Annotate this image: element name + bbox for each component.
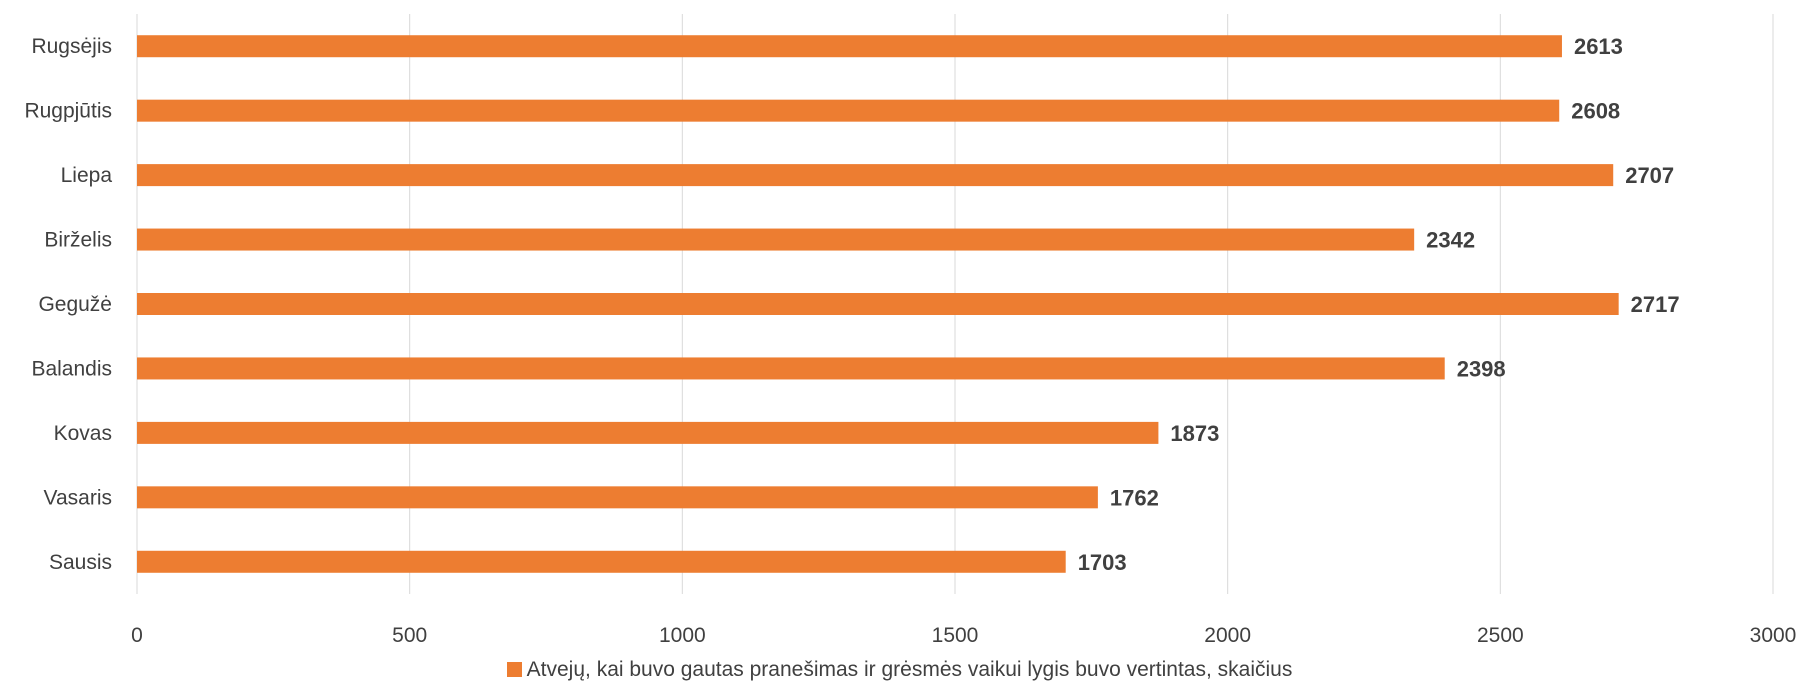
- legend: Atvejų, kai buvo gautas pranešimas ir gr…: [0, 658, 1799, 682]
- category-label: Gegužė: [38, 293, 112, 316]
- bar: [137, 164, 1614, 187]
- bar: [137, 35, 1562, 58]
- x-tick-label: 0: [131, 624, 143, 647]
- data-label: 2613: [1574, 34, 1623, 59]
- data-label: 2398: [1457, 356, 1506, 381]
- bar: [137, 293, 1619, 315]
- x-axis-tick-labels: 0 500 1000 1500 2000 2500 3000: [131, 624, 1796, 647]
- category-label: Vasaris: [44, 486, 112, 509]
- data-label: 2342: [1426, 228, 1475, 253]
- data-label: 2707: [1625, 163, 1674, 188]
- x-tick-label: 1500: [932, 624, 979, 647]
- x-tick-label: 2500: [1477, 624, 1524, 647]
- data-label: 1703: [1078, 550, 1127, 575]
- category-label: Rugsėjis: [31, 35, 112, 58]
- legend-swatch: [506, 662, 522, 677]
- category-label: Birželis: [44, 229, 112, 252]
- category-label: Liepa: [61, 164, 113, 187]
- x-tick-label: 3000: [1750, 624, 1797, 647]
- category-label: Kovas: [54, 422, 112, 445]
- bar: [137, 357, 1445, 380]
- data-labels: 1703 1762 1873 2398 2717 2342 2707 2608 2613: [1078, 34, 1680, 575]
- category-label: Sausis: [49, 551, 112, 574]
- category-label: Rugpjūtis: [24, 100, 112, 123]
- x-tick-label: 500: [392, 624, 427, 647]
- legend-label: Atvejų, kai buvo gautas pranešimas ir gr…: [526, 658, 1293, 681]
- bar: [137, 228, 1415, 251]
- data-label: 2717: [1631, 292, 1680, 317]
- bar: [137, 486, 1098, 509]
- x-tick-label: 2000: [1204, 624, 1251, 647]
- data-label: 2608: [1571, 99, 1620, 124]
- x-tick-label: 1000: [659, 624, 706, 647]
- category-label: Balandis: [31, 357, 112, 380]
- bar: [137, 550, 1066, 573]
- category-labels: Sausis Vasaris Kovas Balandis Gegužė Birželis…: [24, 35, 112, 574]
- bar: [137, 99, 1560, 122]
- data-label: 1762: [1110, 485, 1159, 510]
- data-label: 1873: [1170, 421, 1219, 446]
- bars: [137, 35, 1619, 573]
- bar: [137, 421, 1159, 444]
